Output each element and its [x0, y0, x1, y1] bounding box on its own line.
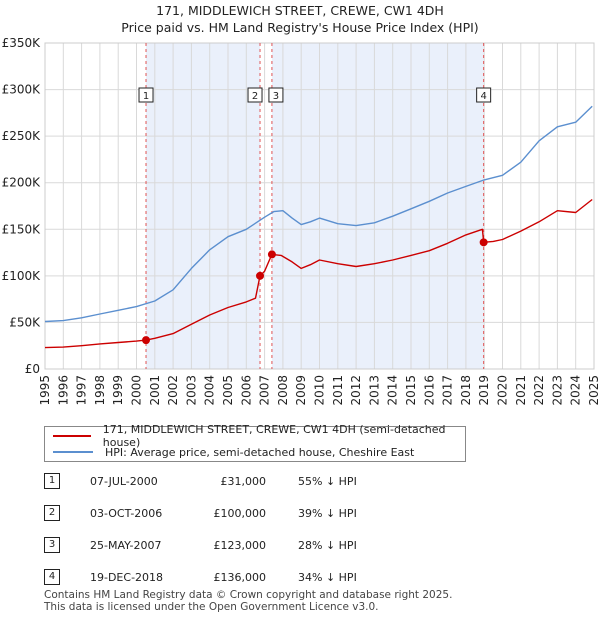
legend-swatch-hpi [53, 451, 93, 453]
x-tick-label: 2011 [331, 375, 345, 406]
x-tick-label: 2023 [550, 375, 564, 406]
grid-lines [44, 42, 595, 370]
sale-number: 2 [44, 505, 60, 521]
sale-point [142, 336, 151, 345]
y-tick-label: £150K [2, 222, 42, 236]
sale-label-box [476, 87, 492, 103]
x-tick-label: 2012 [349, 375, 363, 406]
sale-number: 1 [44, 473, 60, 489]
sale-point [256, 271, 265, 280]
sale-date: 03-OCT-2006 [90, 507, 163, 520]
x-tick-label: 2002 [166, 375, 180, 406]
price-chart: 1 2 3 4 £0 £50K £100K £150K £200K £250K £300K £350… [2, 36, 600, 406]
x-tick-label: 2013 [367, 375, 381, 406]
x-tick-label: 1999 [111, 375, 125, 406]
sale-price: £136,000 [213, 571, 267, 584]
x-tick-label: 2004 [203, 375, 217, 406]
x-tick-label: 2024 [569, 375, 583, 406]
table-row: 1 07-JUL-2000 £31,000 55% ↓ HPI [44, 473, 444, 491]
y-tick-label: £300K [2, 83, 42, 97]
table-row: 4 19-DEC-2018 £136,000 34% ↓ HPI [44, 569, 444, 587]
y-tick-label: £350K [2, 36, 42, 50]
x-tick-label: 2009 [294, 375, 308, 406]
legend-label-property: 171, MIDDLEWICH STREET, CREWE, CW1 4DH (… [102, 423, 446, 449]
chart-subtitle: Price paid vs. HM Land Registry's House … [121, 20, 479, 35]
legend-item-hpi: HPI: Average price, semi-detached house,… [53, 444, 414, 460]
sale-point [267, 250, 276, 259]
x-tick-label: 1998 [93, 375, 107, 406]
sale-date: 25-MAY-2007 [90, 539, 162, 552]
y-tick-label: £50K [9, 315, 41, 329]
sale-number: 4 [44, 569, 60, 585]
footer-line-2: This data is licensed under the Open Gov… [44, 601, 379, 613]
x-tick-label: 2016 [422, 375, 436, 406]
x-tick-label: 2005 [221, 375, 235, 406]
sale-label-text: 2 [252, 91, 258, 102]
ownership-band [271, 43, 484, 369]
y-tick-label: £250K [2, 129, 42, 143]
legend-item-property: 171, MIDDLEWICH STREET, CREWE, CW1 4DH (… [53, 423, 465, 449]
x-tick-label: 2000 [130, 375, 144, 406]
x-tick-label: 2015 [404, 375, 418, 406]
sale-labels: 1 2 3 4 [138, 87, 492, 103]
x-tick-label: 1996 [56, 375, 70, 406]
chart-title: 171, MIDDLEWICH STREET, CREWE, CW1 4DH [156, 3, 444, 18]
x-tick-label: 2010 [313, 375, 327, 406]
x-tick-label: 2017 [441, 375, 455, 406]
x-tick-label: 2020 [496, 375, 510, 406]
x-tick-label: 2007 [258, 375, 272, 406]
ownership-band [146, 43, 261, 369]
table-row: 3 25-MAY-2007 £123,000 28% ↓ HPI [44, 537, 444, 555]
y-axis: £0 £50K £100K £150K £200K £250K £300K £350K [2, 36, 42, 376]
sale-label-text: 3 [273, 91, 279, 102]
sale-hpi-diff: 39% ↓ HPI [298, 507, 357, 520]
sale-hpi-diff: 34% ↓ HPI [298, 571, 357, 584]
sale-label-text: 4 [480, 91, 486, 102]
sale-date: 19-DEC-2018 [90, 571, 164, 584]
sale-point [479, 238, 488, 247]
x-tick-label: 2001 [148, 375, 162, 406]
legend-swatch-property [53, 435, 91, 437]
sale-label-box [247, 87, 263, 103]
legend: 171, MIDDLEWICH STREET, CREWE, CW1 4DH (… [44, 423, 466, 462]
x-tick-label: 1997 [75, 375, 89, 406]
sale-label-text: 1 [143, 91, 149, 102]
x-axis: 1995 1996 1997 1998 1999 2000 2001 2002 2003 2004… [38, 375, 600, 406]
x-tick-label: 2025 [587, 375, 600, 406]
sale-date: 07-JUL-2000 [90, 475, 158, 488]
plot-frame [44, 42, 595, 370]
sale-points [142, 238, 488, 345]
y-tick-label: £100K [2, 269, 42, 283]
sale-label-box [138, 87, 154, 103]
sale-label-box [268, 87, 284, 103]
legend-label-hpi: HPI: Average price, semi-detached house,… [105, 445, 415, 459]
table-row: 2 03-OCT-2006 £100,000 39% ↓ HPI [44, 505, 444, 523]
series-line-hpi [44, 105, 593, 323]
x-tick-label: 2022 [532, 375, 546, 406]
x-tick-label: 2018 [459, 375, 473, 406]
sale-hpi-diff: 28% ↓ HPI [298, 539, 357, 552]
sale-price: £100,000 [213, 507, 267, 520]
sale-number: 3 [44, 537, 60, 553]
y-tick-label: £200K [2, 176, 42, 190]
x-tick-label: 2019 [477, 375, 491, 406]
x-tick-label: 2006 [239, 375, 253, 406]
x-tick-label: 2014 [386, 375, 400, 406]
x-tick-label: 1995 [38, 375, 52, 406]
footer-line-1: Contains HM Land Registry data © Crown c… [44, 589, 453, 601]
sale-price: £123,000 [213, 539, 267, 552]
sale-price: £31,000 [220, 475, 267, 488]
x-tick-label: 2021 [514, 375, 528, 406]
x-tick-label: 2008 [276, 375, 290, 406]
y-tick-label: £0 [25, 362, 40, 376]
footer: Contains HM Land Registry data © Crown c… [44, 589, 452, 613]
x-tick-label: 2003 [184, 375, 198, 406]
sale-hpi-diff: 55% ↓ HPI [298, 475, 357, 488]
